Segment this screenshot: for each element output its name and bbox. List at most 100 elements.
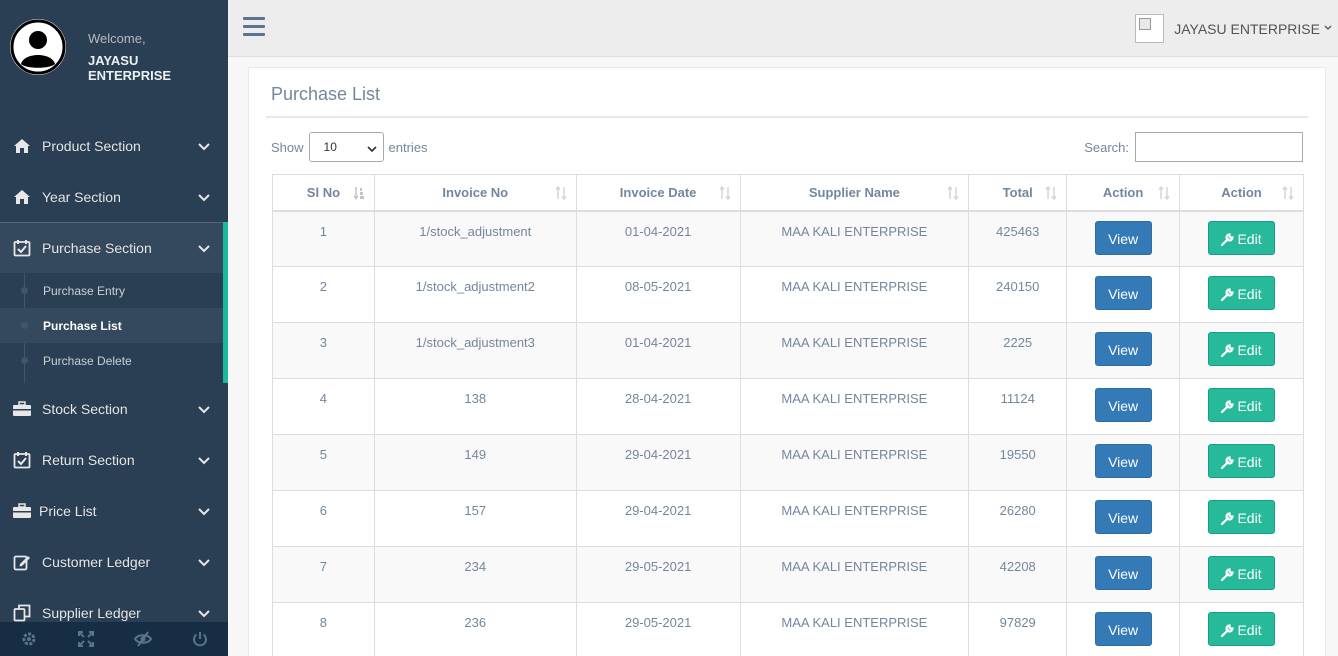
cell-invoice-no: 1/stock_adjustment2 [373,266,577,323]
calendar-check-icon [12,239,32,257]
edit-button[interactable]: Edit [1208,444,1276,478]
cell-action-view: View [1066,490,1181,547]
table-row: 7 234 29-05-2021 MAA KALI ENTERPRISE 42208 Vi… [272,546,1304,603]
edit-button[interactable]: Edit [1208,388,1276,422]
divider [266,116,1308,118]
bullet-dot [21,322,28,329]
edit-label: Edit [1237,510,1262,526]
edit-button[interactable]: Edit [1208,556,1276,590]
view-button[interactable]: View [1094,220,1152,255]
cell-invoice-date: 29-04-2021 [575,490,741,547]
sidebar-item-customer-ledger[interactable]: Customer Ledger [0,536,228,587]
view-button[interactable]: View [1094,612,1152,646]
cell-invoice-no: 157 [373,490,577,547]
cell-sl-no: 7 [272,546,375,603]
sidebar-item-supplier-ledger[interactable]: Supplier Ledger [0,587,228,638]
edit-label: Edit [1237,286,1262,302]
edit-button[interactable]: Edit [1208,612,1276,646]
edit-button[interactable]: Edit [1208,220,1276,255]
sort-both-icon [947,185,959,201]
edit-button[interactable]: Edit [1208,500,1276,534]
wrench-icon [1221,400,1235,414]
sidebar-item-stock-section[interactable]: Stock Section [0,383,228,434]
sidebar-item-year-section[interactable]: Year Section [0,171,228,222]
view-button[interactable]: View [1094,332,1152,366]
edit-label: Edit [1237,454,1262,470]
sidebar-item-return-section[interactable]: Return Section [0,434,228,485]
sidebar-item-product-section[interactable]: Product Section [0,120,228,171]
purchase-list-panel: Purchase List Show 10 entries Search: Sl… [248,67,1326,656]
fullscreen-icon[interactable] [57,622,114,656]
column-header-action-edit[interactable]: Action [1179,174,1304,212]
chevron-down-icon [198,503,210,519]
search-input[interactable] [1135,132,1303,162]
page-title: Purchase List [271,84,381,104]
wrench-icon [1221,232,1235,246]
column-header-invoice-date[interactable]: Invoice Date [575,174,741,212]
sidebar-item-label: Return Section [42,451,135,468]
wrench-icon [1221,288,1235,302]
view-button[interactable]: View [1094,444,1152,478]
column-header-total[interactable]: Total [968,174,1068,212]
table-row: 5 149 29-04-2021 MAA KALI ENTERPRISE 19550 Vi… [272,434,1304,491]
column-header-sl-no[interactable]: Sl No [272,174,375,212]
sidebar-item-purchase-section[interactable]: Purchase Section [0,222,228,273]
sidebar-footer [0,622,228,656]
view-button[interactable]: View [1094,556,1152,590]
edit-button[interactable]: Edit [1208,332,1276,366]
view-button[interactable]: View [1094,500,1152,534]
submenu-item-purchase-list[interactable]: Purchase List [0,308,223,343]
wrench-icon [1221,456,1235,470]
column-header-invoice-no[interactable]: Invoice No [373,174,577,212]
cell-action-view: View [1066,546,1181,603]
column-header-action-view[interactable]: Action [1066,174,1181,212]
sort-asc-icon [353,186,365,200]
user-menu-label: JAYASU ENTERPRISE [1174,20,1320,37]
sidebar-item-label: Year Section [42,188,121,205]
show-label: Show [271,139,304,155]
sidebar-item-label: Customer Ledger [42,553,151,570]
cell-sl-no: 4 [272,378,375,435]
top-nav: JAYASU ENTERPRISE [228,0,1338,57]
sort-both-icon [555,185,567,201]
submenu-item-purchase-entry[interactable]: Purchase Entry [0,273,223,308]
sidebar-item-price-list[interactable]: Price List [0,485,228,536]
sort-both-icon [1045,185,1057,201]
table-row: 4 138 28-04-2021 MAA KALI ENTERPRISE 11124 Vi… [272,378,1304,435]
power-icon[interactable] [171,622,228,656]
edit-button[interactable]: Edit [1208,276,1276,310]
cell-total: 42208 [968,546,1068,603]
submenu-item-label: Purchase List [43,318,122,333]
eye-slash-icon[interactable] [114,622,171,656]
cell-supplier-name: MAA KALI ENTERPRISE [739,378,970,435]
cell-invoice-no: 1/stock_adjustment3 [373,322,577,379]
submenu-item-purchase-delete[interactable]: Purchase Delete [0,343,223,378]
cell-supplier-name: MAA KALI ENTERPRISE [739,210,970,267]
menu-toggle-icon[interactable] [243,17,265,37]
cell-total: 425463 [968,210,1068,267]
avatar[interactable] [10,19,66,75]
entries-value: 10 [323,140,337,154]
table-header-row: Sl No Invoice No Invoice Date Supplier N… [272,174,1304,212]
sidebar-item-label: Stock Section [42,400,128,417]
entries-select[interactable]: 10 [308,132,384,162]
cell-action-view: View [1066,266,1181,323]
calendar-check-icon [12,451,32,469]
edit-label: Edit [1237,398,1262,414]
sidebar-item-label: Purchase Section [42,239,152,256]
cell-invoice-no: 149 [373,434,577,491]
chevron-down-icon [1324,23,1332,34]
sidebar: Welcome, JAYASU ENTERPRISE Product Secti… [0,0,228,656]
view-button[interactable]: View [1094,388,1152,422]
column-header-supplier-name[interactable]: Supplier Name [739,174,970,212]
view-button[interactable]: View [1094,276,1152,310]
user-menu[interactable]: JAYASU ENTERPRISE [1135,14,1332,43]
cell-sl-no: 2 [272,266,375,323]
sidebar-item-label: Product Section [42,137,141,154]
chevron-down-icon [198,138,210,154]
wrench-icon [1221,624,1235,638]
table-row: 8 236 29-05-2021 MAA KALI ENTERPRISE 97829 Vi… [272,602,1304,656]
cell-action-edit: Edit [1179,322,1304,379]
entries-length-control: Show 10 entries [271,132,428,162]
settings-icon[interactable] [0,622,57,656]
